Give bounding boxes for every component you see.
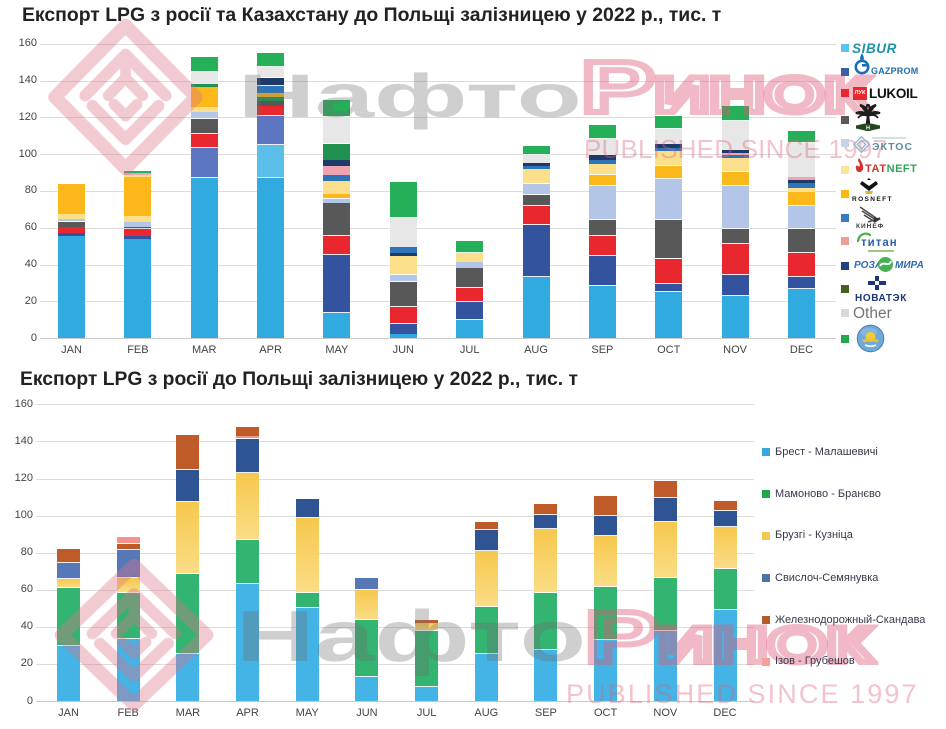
svg-text:Н: Н: [866, 126, 870, 132]
